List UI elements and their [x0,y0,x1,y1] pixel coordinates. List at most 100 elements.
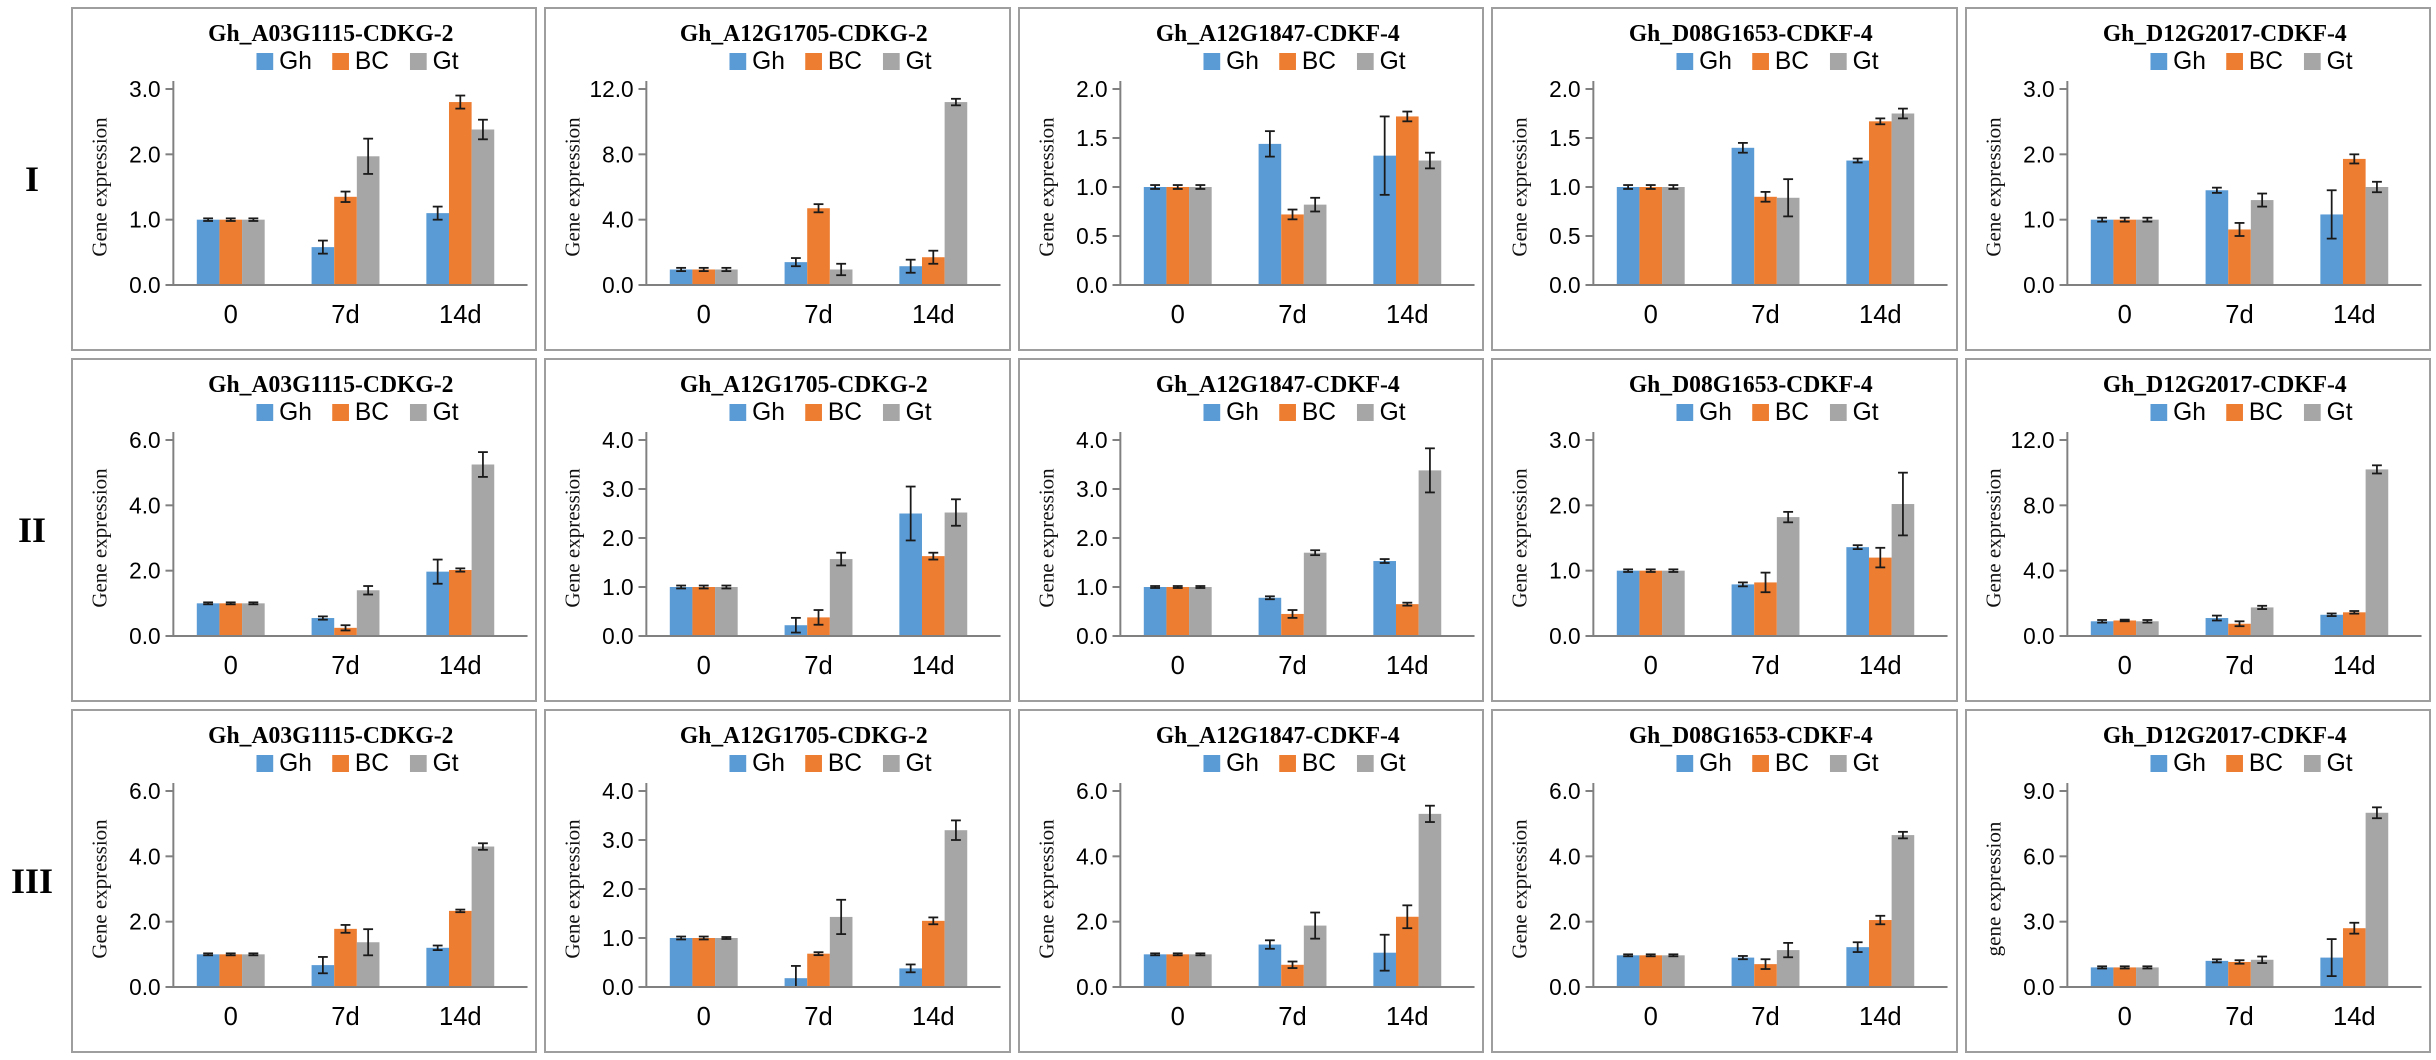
bar-gh-14d [426,571,449,636]
y-tick-label: 1.0 [129,206,160,232]
y-tick-label: 6.0 [129,427,160,453]
bar-bc-0 [1639,570,1663,636]
bar-gh-7d [311,247,335,285]
bar-gt-0 [1188,587,1212,636]
x-tick-label: 14d [1386,652,1429,680]
x-tick-label: 7d [1278,301,1306,329]
bar-bc-7d [807,953,831,987]
legend-swatch-gt [1356,53,1374,70]
legend-swatch-gt [1830,404,1847,421]
chart-title: Gh_D08G1653-CDKF-4 [1629,372,1873,398]
y-tick-label: 1.0 [1076,174,1107,200]
bar-gt-0 [2135,621,2159,636]
x-tick-label: 7d [1278,1003,1306,1031]
chart-title: Gh_D08G1653-CDKF-4 [1629,723,1873,749]
bar-gh-0 [196,954,220,987]
y-tick-label: 12.0 [590,76,634,102]
y-tick-label: 2.0 [2023,141,2054,167]
bar-bc-14d [1395,604,1419,636]
y-tick-label: 0.0 [1076,974,1107,1000]
y-tick-label: 0.0 [1076,623,1107,649]
legend-label-bc: BC [1302,399,1336,426]
y-tick-label: 4.0 [129,843,160,869]
legend-swatch-bc [805,404,823,421]
bar-bc-7d [1281,214,1304,285]
chart-panel-I-5: Gh_D12G2017-CDKF-4 Gh BC Gt 0.0 1.0 2.0 3.0 Gene… [1964,7,2432,351]
x-tick-label: 0 [2117,652,2131,680]
legend-label-gh: Gh [2173,399,2206,426]
bar-gt-14d [471,846,495,987]
y-axis-title: Gene expression [561,468,585,608]
chart-panel-I-2: Gh_A12G1705-CDKG-2 Gh BC Gt 0.0 4.0 8.0 12.0 Gen… [544,7,1011,351]
y-tick-label: 6.0 [1549,778,1580,804]
legend-swatch-bc [805,53,823,70]
x-tick-label: 7d [1752,652,1780,680]
legend-swatch-bc [1752,53,1770,70]
bar-gh-7d [1258,143,1282,285]
chart-panel-II-2: Gh_A12G1705-CDKG-2 Gh BC Gt 0.0 1.0 2.0 3.0 4.0 G… [544,358,1011,702]
legend-label-gt: Gt [433,48,459,75]
legend-swatch-gt [409,404,427,421]
legend-label-bc: BC [2248,399,2282,426]
legend-swatch-gh [2150,404,2167,421]
bar-bc-14d [1869,121,1892,285]
figure-row-2: II Gh_A03G1115-CDKG-2 Gh BC Gt 0.0 2.0 4.0 6.0 G… [0,358,2432,702]
y-tick-label: 4.0 [1076,843,1107,869]
x-tick-label: 14d [2333,652,2376,680]
legend-label-bc: BC [1302,750,1336,777]
legend-label-bc: BC [355,48,389,75]
y-tick-label: 3.0 [2023,76,2054,102]
legend-swatch-gt [2303,404,2321,421]
legend-swatch-gt [883,53,901,70]
legend-label-bc: BC [2248,48,2282,75]
bar-chart: Gh_A03G1115-CDKG-2Gh BC Gt 0.0 2.0 4.0 6.0 Gene… [88,723,528,1031]
bar-bc-0 [692,938,716,987]
y-tick-label: 2.0 [129,908,160,934]
legend-swatch-bc [1279,404,1296,421]
y-tick-label: 2.0 [1549,76,1580,102]
bar-bc-0 [1639,187,1663,285]
x-tick-label: 0 [2117,301,2131,329]
y-axis-title: Gene expression [1034,819,1058,959]
legend-label-bc: BC [355,750,389,777]
y-tick-label: 1.0 [1549,174,1580,200]
bar-bc-0 [2113,620,2136,636]
bar-gh-0 [670,269,693,285]
x-tick-label: 7d [805,301,833,329]
legend-label-gh: Gh [279,750,312,777]
legend-label-gh: Gh [1226,750,1259,777]
bar-gt-7d [1303,204,1327,285]
legend-swatch-bc [332,53,349,70]
bar-gt-0 [715,587,739,636]
x-tick-label: 7d [331,1003,359,1031]
legend-label-bc: BC [2248,750,2282,777]
chart-title: Gh_A03G1115-CDKG-2 [208,372,453,398]
chart-panel-II-5: Gh_D12G2017-CDKF-4 Gh BC Gt 0.0 4.0 8.0 12.0 Gen… [1964,358,2432,702]
bar-bc-0 [219,219,243,285]
x-tick-label: 0 [1644,301,1658,329]
bar-gh-7d [1258,597,1282,636]
x-tick-label: 0 [224,652,238,680]
bar-bc-14d [922,556,946,636]
bar-gt-7d [1777,950,1800,987]
x-tick-label: 14d [2333,1003,2376,1031]
legend-label-bc: BC [1302,48,1336,75]
bar-chart: Gh_A12G1705-CDKG-2Gh BC Gt 0.0 4.0 8.0 12.0Gen… [561,21,1001,329]
bar-gt-0 [242,954,265,987]
y-axis-title: Gene expression [88,117,112,257]
legend-label-bc: BC [355,399,389,426]
legend-swatch-bc [2225,404,2243,421]
legend-label-gh: Gh [1699,48,1732,75]
figure-row-3: III Gh_A03G1115-CDKG-2 Gh BC Gt 0.0 2.0 4.0 6.0… [0,709,2432,1053]
bar-chart: Gh_D08G1653-CDKF-4Gh BC Gt 0.0 2.0 4.0 6.0 Gene… [1508,723,1948,1031]
y-tick-label: 0.0 [1549,272,1580,298]
bar-bc-14d [922,257,946,285]
legend-label-bc: BC [1775,399,1809,426]
legend-label-gt: Gt [1379,399,1405,426]
chart-panel-II-4: Gh_D08G1653-CDKF-4 Gh BC Gt 0.0 1.0 2.0 3.0 Gene… [1491,358,1958,702]
bar-bc-7d [1754,196,1778,285]
y-tick-label: 2.0 [129,141,160,167]
y-tick-label: 2.0 [1549,492,1580,518]
x-tick-label: 0 [1170,1003,1184,1031]
bar-chart: Gh_A12G1705-CDKG-2Gh BC Gt 0.0 1.0 2.0 3.0 4.0 G… [561,723,1001,1031]
